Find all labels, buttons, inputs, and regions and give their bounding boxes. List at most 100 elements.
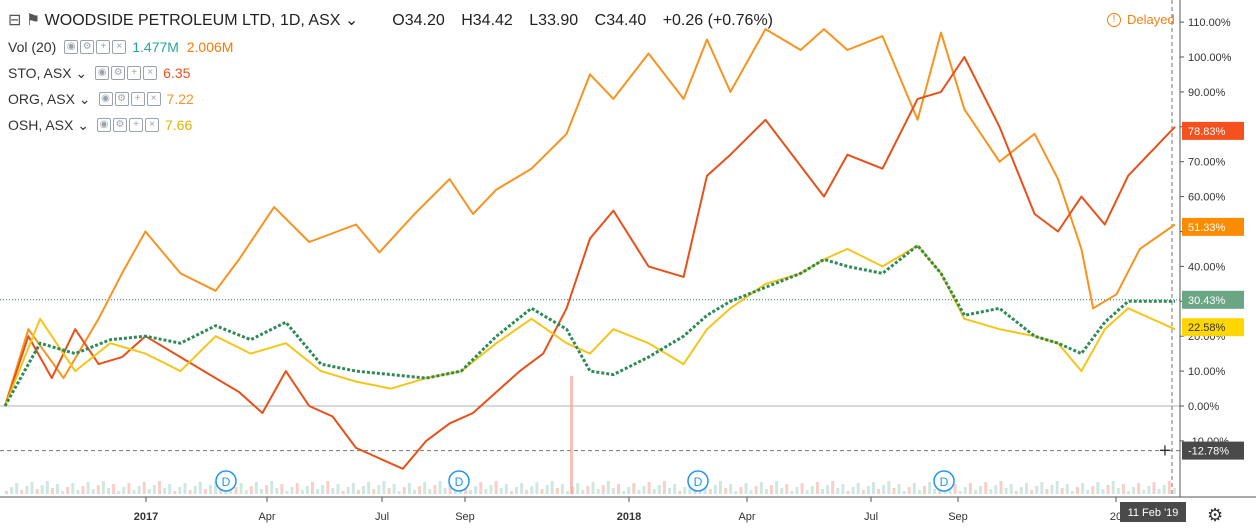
- plus-icon[interactable]: +: [130, 92, 145, 106]
- volume-bar: [606, 481, 610, 494]
- volume-bar: [861, 490, 865, 494]
- price-labels: 78.83% 51.33% 30.43% 22.58% -12.78% +: [1158, 121, 1244, 460]
- legend-org[interactable]: ORG, ASX ⌄ ◉ ⚙ + × 7.22: [8, 86, 785, 112]
- legend-vol[interactable]: Vol (20) ◉ ⚙ + × 1.477M 2.006M: [8, 34, 785, 60]
- volume-bar: [239, 483, 243, 494]
- plus-icon[interactable]: +: [128, 118, 143, 132]
- close-icon[interactable]: ×: [144, 118, 159, 132]
- chevron-down-icon[interactable]: ⌄: [71, 65, 88, 81]
- volume-bar: [423, 482, 427, 494]
- volume-bar: [331, 488, 335, 494]
- volume-bar: [739, 487, 743, 494]
- volume-bar: [994, 485, 998, 494]
- volume-bar: [974, 490, 977, 494]
- legend-controls[interactable]: ◉ ⚙ + ×: [96, 118, 159, 132]
- volume-bar: [1035, 486, 1039, 494]
- volume-bar: [652, 489, 656, 494]
- eye-icon[interactable]: ◉: [95, 66, 110, 80]
- volume-bar: [566, 491, 569, 494]
- volume-bar: [438, 481, 442, 494]
- volume-bar: [821, 489, 824, 494]
- collapse-icon[interactable]: ⊟ ⚑: [8, 12, 41, 29]
- volume-bar: [719, 481, 722, 494]
- legend-controls[interactable]: ◉ ⚙ + ×: [64, 40, 127, 54]
- change-value: +0.26 (+0.76%): [662, 12, 773, 29]
- legend-controls[interactable]: ◉ ⚙ + ×: [98, 92, 161, 106]
- y-tick-label: 110.00%: [1188, 17, 1231, 29]
- volume-bar: [586, 486, 590, 494]
- volume-bar: [178, 487, 182, 494]
- volume-bar: [713, 485, 717, 494]
- volume-bar: [5, 491, 8, 494]
- grid-lines: [0, 0, 1180, 497]
- low-value: L33.90: [529, 12, 579, 29]
- plus-icon[interactable]: +: [1158, 441, 1171, 460]
- volume-bar: [168, 484, 172, 494]
- volume-bar: [912, 483, 916, 494]
- settings-icon[interactable]: ⚙: [80, 40, 95, 54]
- y-tick-label: 70.00%: [1188, 157, 1226, 169]
- dividend-marker-label: D: [694, 475, 703, 489]
- volume-bar: [122, 487, 126, 494]
- volume-bar: [923, 486, 926, 494]
- gear-icon[interactable]: ⚙: [1207, 505, 1224, 525]
- volume-bar: [372, 489, 376, 494]
- volume-bar: [917, 490, 921, 494]
- eye-icon[interactable]: ◉: [98, 92, 113, 106]
- volume-bar: [749, 490, 753, 494]
- volume-bar: [846, 491, 850, 494]
- delayed-indicator[interactable]: ! Delayed: [1107, 12, 1175, 27]
- volume-bar: [1101, 489, 1105, 494]
- dividend-marker: [215, 470, 237, 492]
- volume-bar: [535, 482, 539, 494]
- volume-bar: [1142, 490, 1146, 494]
- legend-osh[interactable]: OSH, ASX ⌄ ◉ ⚙ + × 7.66: [8, 112, 785, 138]
- volume-bar: [214, 481, 218, 494]
- volume-bar: [1009, 484, 1013, 494]
- volume-bar: [203, 489, 207, 494]
- chevron-down-icon[interactable]: ⌄: [73, 117, 89, 133]
- volume-bar: [285, 491, 289, 494]
- settings-icon[interactable]: ⚙: [111, 66, 126, 80]
- volume-bar: [76, 490, 80, 494]
- x-tick-label: 2017: [134, 511, 158, 523]
- settings-icon[interactable]: ⚙: [114, 92, 129, 106]
- volume-bar: [1127, 491, 1130, 494]
- clock-icon: !: [1107, 12, 1121, 27]
- close-icon[interactable]: ×: [112, 40, 127, 54]
- close-icon[interactable]: ×: [146, 92, 161, 106]
- legend-sto[interactable]: STO, ASX ⌄ ◉ ⚙ + × 6.35: [8, 60, 785, 86]
- volume-bar: [1106, 485, 1110, 494]
- legend-controls[interactable]: ◉ ⚙ + ×: [95, 66, 158, 80]
- volume-bar: [132, 490, 136, 494]
- volume-bar: [107, 488, 110, 494]
- volume-bar: [1096, 482, 1100, 494]
- volume-bar: [101, 481, 105, 494]
- volume-bar: [545, 485, 549, 494]
- legend: ⊟ ⚑ WOODSIDE PETROLEUM LTD, 1D, ASX ⌄ O3…: [8, 8, 785, 138]
- symbol-title[interactable]: WOODSIDE PETROLEUM LTD, 1D, ASX: [44, 12, 341, 29]
- plus-icon[interactable]: +: [96, 40, 111, 54]
- eye-icon[interactable]: ◉: [96, 118, 111, 132]
- volume-bar: [693, 490, 697, 494]
- close-icon[interactable]: ×: [143, 66, 158, 80]
- chevron-down-icon[interactable]: ⌄: [74, 91, 91, 107]
- volume-bar: [907, 487, 911, 494]
- settings-icon[interactable]: ⚙: [112, 118, 127, 132]
- legend-label: STO, ASX: [8, 65, 72, 81]
- volume-bar: [443, 488, 447, 494]
- eye-icon[interactable]: ◉: [64, 40, 79, 54]
- volume-bar: [1152, 482, 1156, 494]
- plus-icon[interactable]: +: [127, 66, 142, 80]
- volume-bar: [489, 485, 493, 494]
- chevron-down-icon[interactable]: ⌄: [340, 12, 359, 29]
- volume-bar: [1055, 481, 1059, 494]
- volume-bar: [805, 490, 809, 494]
- volume-bar: [321, 485, 325, 494]
- price-label: 30.43%: [1188, 295, 1226, 307]
- volume-bar: [152, 485, 156, 494]
- price-label-box: [1182, 290, 1244, 309]
- volume-bar: [989, 489, 993, 494]
- volume-bar: [265, 485, 269, 494]
